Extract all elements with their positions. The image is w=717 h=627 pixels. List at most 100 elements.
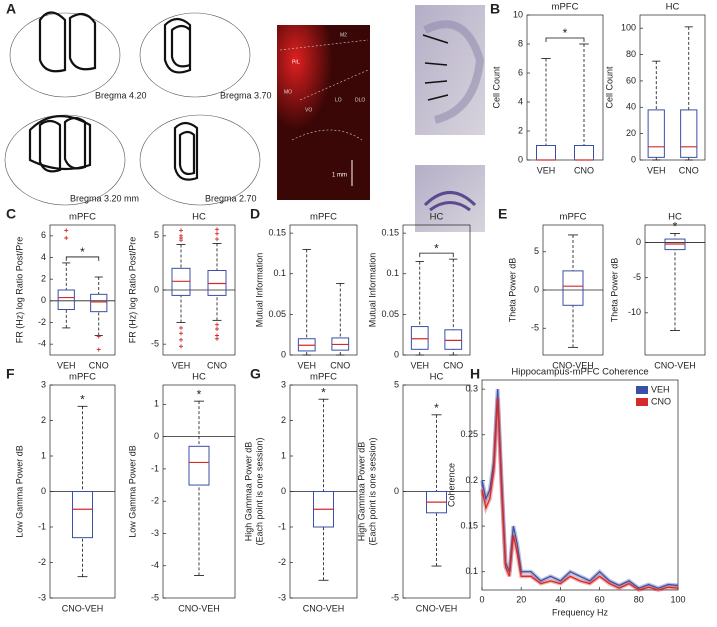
y-axis-label: Cell Count [491, 66, 501, 109]
y-tick-label: 1 [154, 399, 159, 409]
chart-title: mPFC [69, 372, 96, 383]
y-tick-label: -3 [278, 592, 286, 602]
y-axis-label: Theta Power dB [507, 258, 517, 323]
panel-a: A Bregma 4.20 Bregma 3.70 Bregma 3.20 mm… [4, 1, 485, 232]
y-tick-label: 80 [626, 49, 636, 59]
legend-label: VEH [651, 384, 670, 394]
region-label: LO [335, 97, 342, 103]
y-tick-label: 0 [281, 486, 286, 496]
plot-frame [402, 224, 471, 356]
y-tick-label: 0.05 [381, 309, 399, 319]
plot-frame [644, 224, 706, 356]
outlier [215, 237, 219, 242]
y-tick-label: -3 [151, 528, 159, 538]
chart-title: mPFC [310, 212, 337, 223]
outlier [96, 334, 101, 339]
chart-title: HC [192, 212, 206, 223]
significance-bracket [65, 256, 100, 261]
box [536, 145, 556, 161]
y-axis-label: (Each point is one session) [254, 437, 264, 545]
x-tick-label: VEH [647, 165, 666, 175]
outlier [179, 337, 183, 342]
x-tick-label: 60 [595, 594, 605, 604]
x-tick-label: CNO [443, 360, 463, 370]
y-axis-label: Theta Power dB [609, 258, 619, 323]
region-label: M2 [340, 32, 347, 38]
panel-letter: B [490, 1, 500, 17]
coherence-line [481, 398, 679, 591]
panel-letter: G [250, 366, 261, 382]
region-outline [279, 39, 369, 141]
plot-frame [481, 379, 679, 591]
y-tick-label: -1 [278, 521, 286, 531]
y-tick-label: 3 [41, 379, 46, 389]
x-tick-label: 100 [670, 594, 685, 604]
outlier [215, 231, 219, 236]
significance-bracket [419, 252, 454, 258]
y-tick-label: -4 [38, 339, 46, 349]
y-tick-label: 0 [154, 431, 159, 441]
panel-letter: H [470, 366, 480, 382]
outlier [215, 336, 219, 341]
significance-label: * [197, 387, 202, 401]
y-tick-label: 3 [281, 379, 286, 389]
y-tick-label: 0.15 [268, 228, 286, 238]
y-tick-label: -4 [151, 560, 159, 570]
y-tick-label: -5 [391, 592, 399, 602]
chart-title: HC [668, 212, 682, 223]
y-tick-label: 2 [41, 274, 46, 284]
significance-bracket [545, 37, 585, 42]
x-tick-label: CNO [330, 360, 350, 370]
hippocampus-tissue [423, 191, 477, 212]
y-tick-label: 0 [394, 486, 399, 496]
panel-letter: D [250, 206, 260, 222]
section-label: Bregma 2.70 [205, 193, 257, 203]
y-tick-label: 1 [41, 450, 46, 460]
legend-swatch [636, 398, 648, 406]
chart-title: HC [666, 2, 680, 13]
region-label: PrL [292, 59, 300, 65]
significance-label: * [321, 385, 326, 399]
x-tick-label: 0 [479, 594, 484, 604]
y-tick-label: 0 [394, 349, 399, 359]
x-tick-label: CNO [207, 360, 227, 370]
y-tick-label: -2 [38, 557, 46, 567]
chart-title: mPFC [310, 372, 337, 383]
y-tick-label: 4 [518, 96, 523, 106]
x-tick-label: VEH [297, 360, 316, 370]
plot-frame [289, 224, 358, 356]
y-tick-label: 0.2 [465, 475, 478, 485]
plot-frame [162, 384, 236, 599]
outlier [179, 228, 183, 233]
x-tick-label: VEH [172, 360, 191, 370]
plot-frame [526, 14, 604, 161]
significance-label: * [80, 245, 85, 259]
box [680, 109, 698, 158]
box [188, 445, 210, 486]
x-tick-label: CNO-VEH [303, 603, 345, 613]
y-axis-label: Low Gamma Power dB [127, 445, 137, 538]
panel-letter: E [498, 206, 507, 222]
y-axis-label: Mutual Information [254, 253, 264, 328]
y-tick-label: 60 [626, 75, 636, 85]
y-tick-label: -3 [38, 592, 46, 602]
box [90, 293, 108, 313]
box [444, 329, 463, 350]
section-label: Bregma 4.20 [95, 90, 147, 100]
plot-frame [639, 14, 706, 161]
x-tick-label: VEH [537, 165, 556, 175]
nissl-image [415, 165, 485, 232]
significance-label: * [434, 241, 439, 255]
outlier [64, 228, 69, 233]
y-axis-label: Low Gamma Power dB [14, 445, 24, 538]
y-axis-label: Coherence [446, 463, 456, 507]
y-tick-label: 10 [513, 9, 523, 19]
x-axis-label: Frequency Hz [552, 607, 609, 617]
y-tick-label: 0.3 [465, 384, 478, 394]
y-tick-label: 5 [154, 230, 159, 240]
x-tick-label: CNO [89, 360, 109, 370]
y-tick-label: 0 [534, 284, 539, 294]
y-tick-label: 0.1 [465, 566, 478, 576]
y-tick-label: 0.1 [386, 268, 399, 278]
